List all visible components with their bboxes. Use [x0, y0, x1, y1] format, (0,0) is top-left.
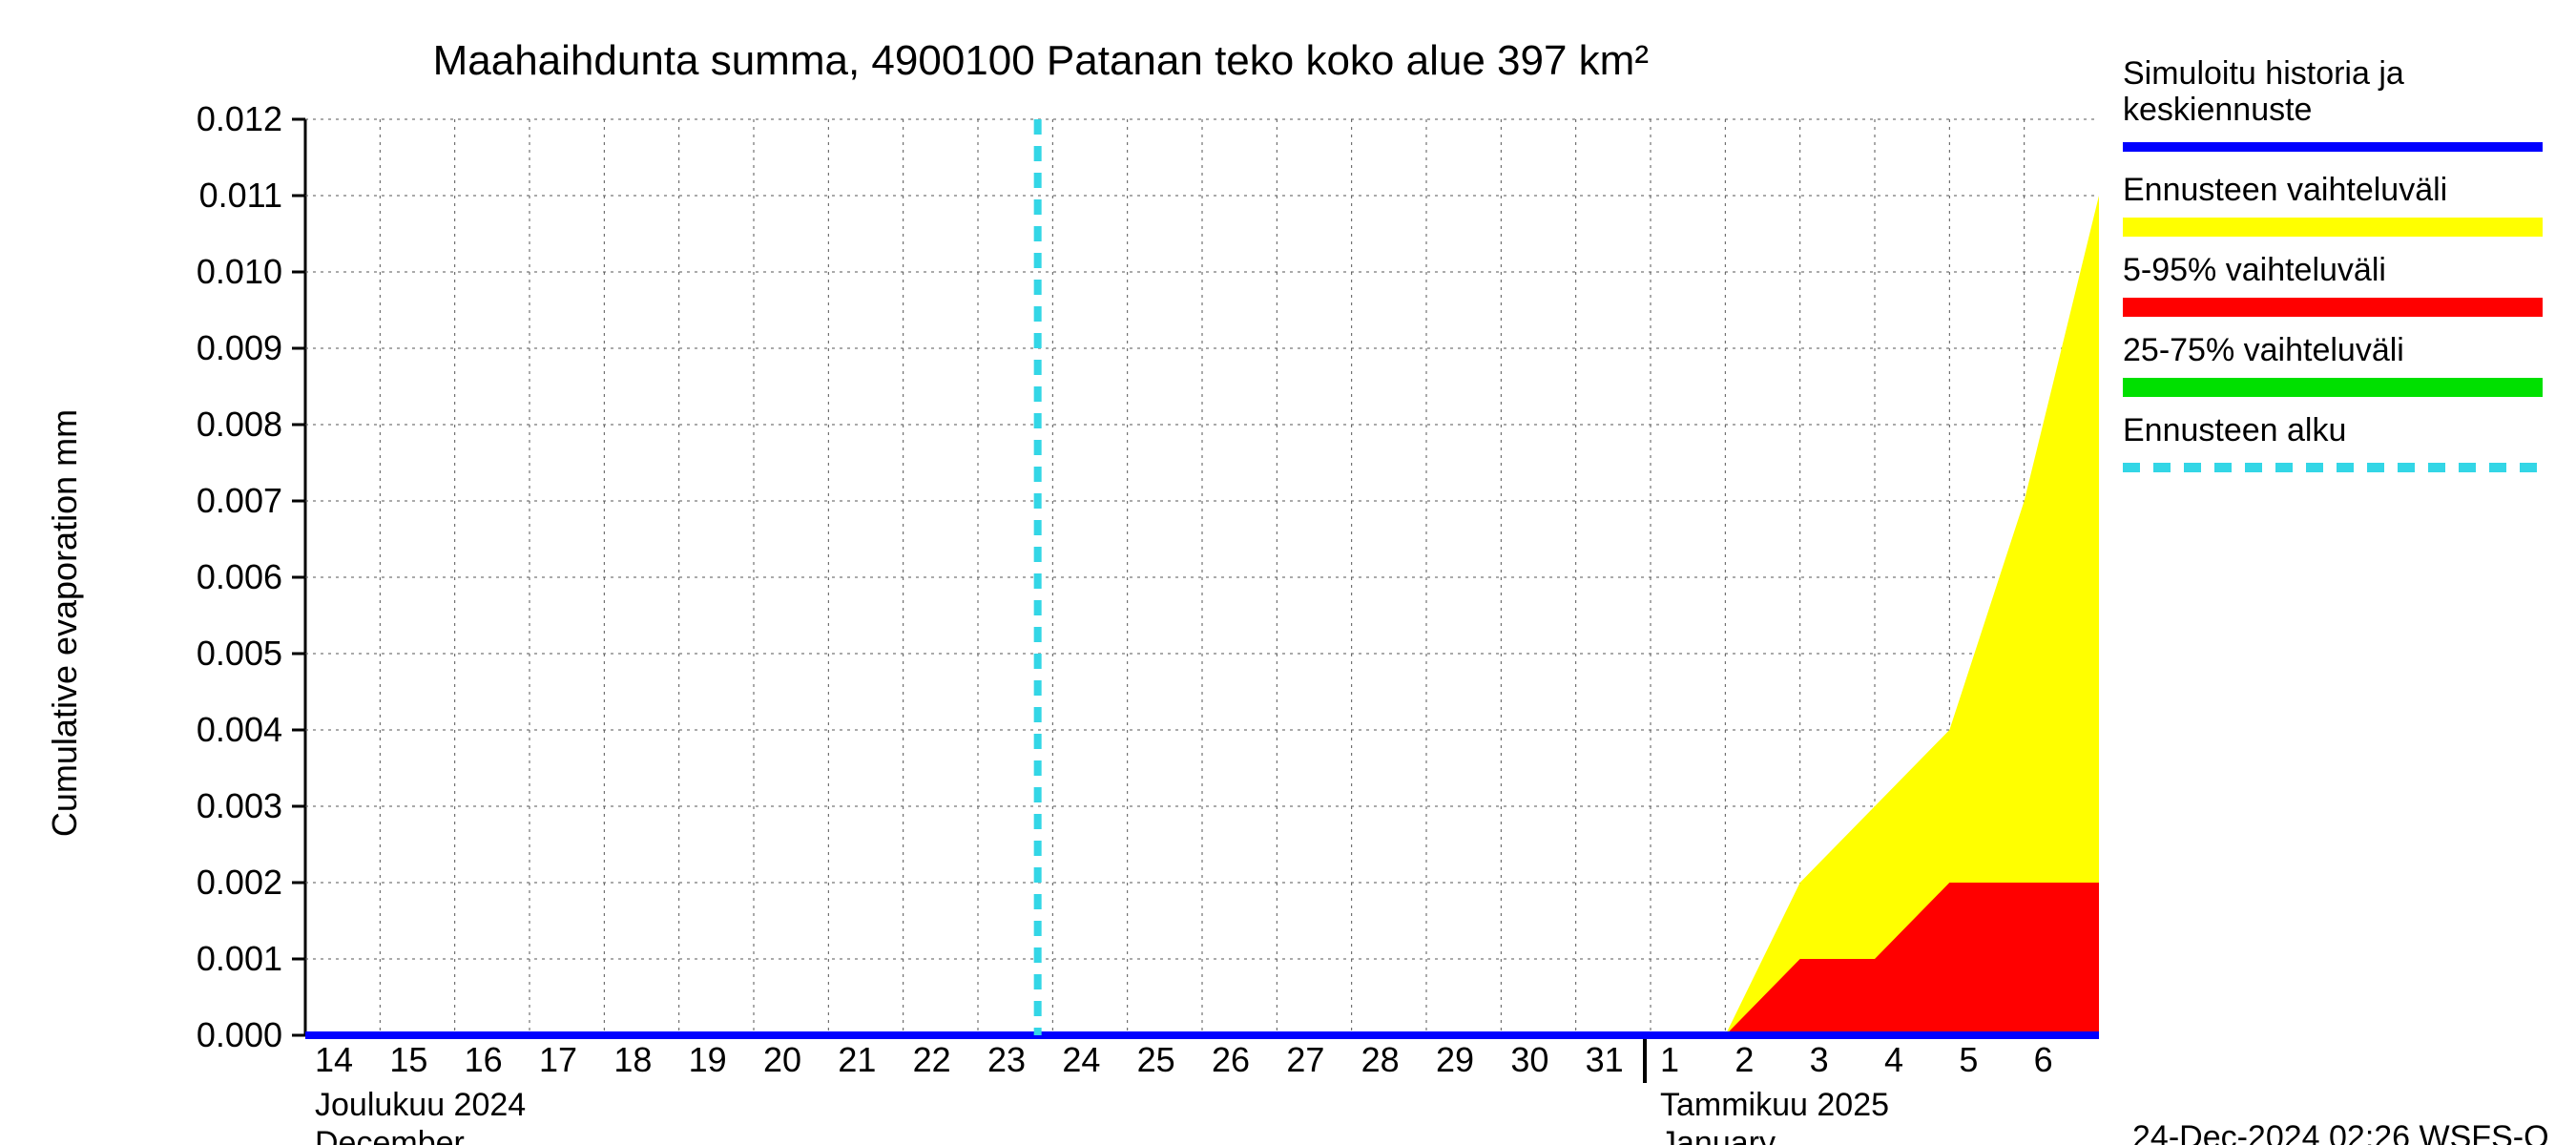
xtick-label: 19	[689, 1040, 727, 1079]
xtick-label: 4	[1884, 1040, 1903, 1079]
xtick-label: 20	[763, 1040, 801, 1079]
xtick-label: 15	[389, 1040, 427, 1079]
legend-label: Ennusteen alku	[2123, 412, 2346, 448]
xtick-label: 6	[2034, 1040, 2053, 1079]
ytick-label: 0.011	[199, 176, 282, 215]
month-left-1: Joulukuu 2024	[315, 1087, 526, 1123]
legend-swatch	[2123, 298, 2543, 317]
legend-swatch	[2123, 378, 2543, 397]
ytick-label: 0.008	[197, 405, 282, 444]
ytick-label: 0.001	[197, 939, 282, 978]
y-axis-label: Cumulative evaporation mm	[45, 409, 84, 837]
xtick-label: 21	[838, 1040, 876, 1079]
xtick-label: 29	[1436, 1040, 1474, 1079]
chart-title: Maahaihdunta summa, 4900100 Patanan teko…	[433, 37, 1649, 84]
legend-label: Simuloitu historia ja	[2123, 55, 2404, 92]
xtick-label: 14	[315, 1040, 353, 1079]
footer-timestamp: 24-Dec-2024 02:26 WSFS-O	[2132, 1119, 2549, 1145]
legend-label: 25-75% vaihteluväli	[2123, 332, 2404, 368]
ytick-label: 0.004	[197, 710, 282, 749]
ytick-label: 0.005	[197, 634, 282, 673]
xtick-label: 23	[987, 1040, 1026, 1079]
xtick-label: 16	[465, 1040, 503, 1079]
chart-svg: Maahaihdunta summa, 4900100 Patanan teko…	[0, 0, 2576, 1145]
ytick-label: 0.000	[197, 1015, 282, 1054]
xtick-label: 1	[1660, 1040, 1679, 1079]
month-right-1: Tammikuu 2025	[1660, 1087, 1889, 1123]
chart-container: Maahaihdunta summa, 4900100 Patanan teko…	[0, 0, 2576, 1145]
ytick-label: 0.002	[197, 863, 282, 902]
xtick-label: 26	[1212, 1040, 1250, 1079]
xtick-label: 2	[1735, 1040, 1754, 1079]
ytick-label: 0.007	[197, 481, 282, 520]
xtick-label: 18	[613, 1040, 652, 1079]
month-right-2: January	[1660, 1125, 1776, 1145]
xtick-label: 28	[1361, 1040, 1400, 1079]
legend-label: 5-95% vaihteluväli	[2123, 252, 2386, 288]
xtick-label: 24	[1062, 1040, 1100, 1079]
ytick-label: 0.012	[197, 99, 282, 138]
xtick-label: 3	[1810, 1040, 1829, 1079]
xtick-label: 31	[1586, 1040, 1624, 1079]
month-left-2: December	[315, 1125, 465, 1145]
legend-label: keskiennuste	[2123, 92, 2312, 128]
xtick-label: 27	[1286, 1040, 1324, 1079]
ytick-label: 0.006	[197, 557, 282, 596]
xtick-label: 5	[1959, 1040, 1978, 1079]
legend-swatch	[2123, 218, 2543, 237]
xtick-label: 22	[913, 1040, 951, 1079]
ytick-label: 0.009	[197, 328, 282, 367]
ytick-label: 0.003	[197, 786, 282, 825]
xtick-label: 25	[1137, 1040, 1175, 1079]
xtick-label: 17	[539, 1040, 577, 1079]
ytick-label: 0.010	[197, 252, 282, 291]
xtick-label: 30	[1510, 1040, 1548, 1079]
legend-label: Ennusteen vaihteluväli	[2123, 172, 2447, 208]
